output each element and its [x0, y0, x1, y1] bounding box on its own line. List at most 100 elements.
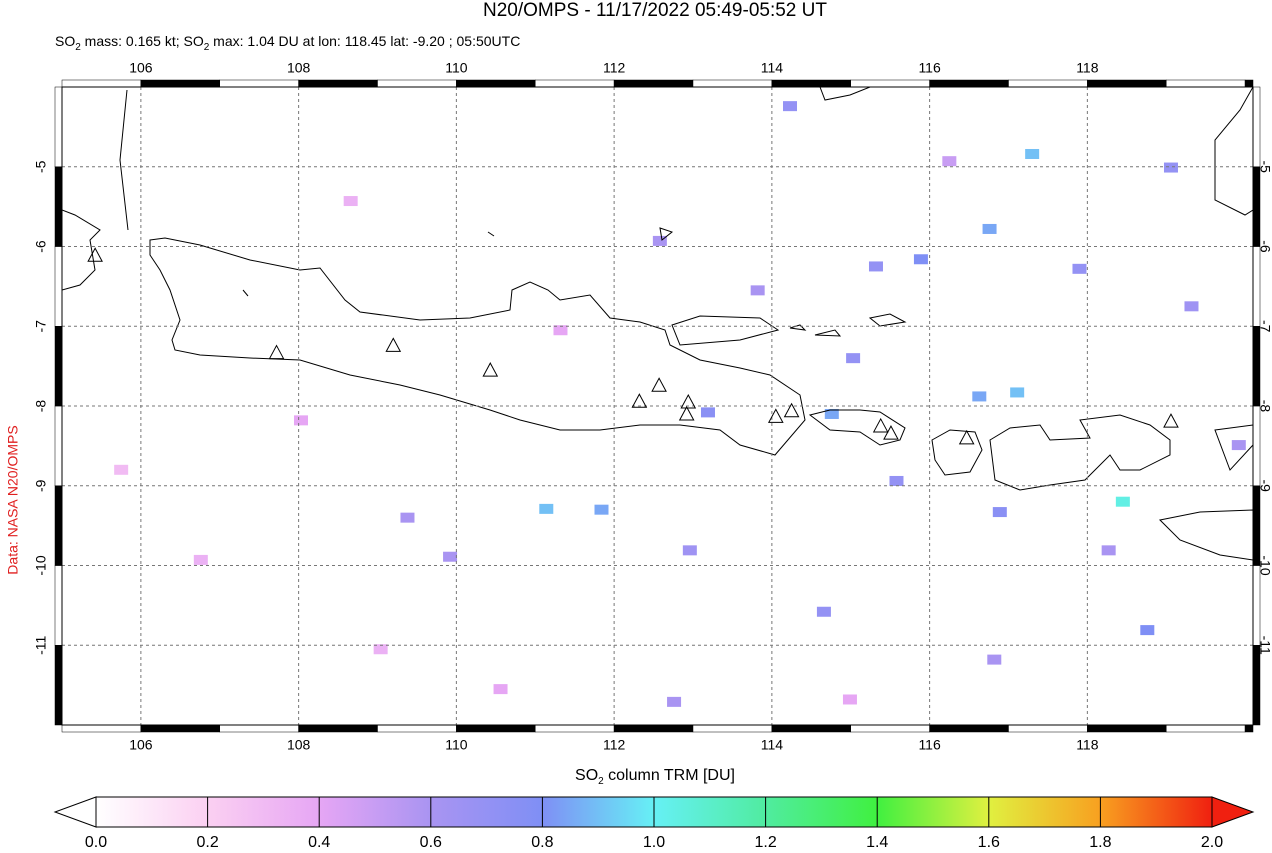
so2-cell: [846, 353, 861, 364]
y-tick-label: -11: [1257, 636, 1272, 655]
volcano: [680, 393, 697, 409]
colorbar-tick-label: 1.0: [643, 834, 665, 851]
so2-cell: [1140, 625, 1155, 636]
frame-bar: [54, 166, 63, 247]
x-tick-label: 118: [1076, 737, 1099, 753]
frame-bar: [1165, 724, 1246, 733]
frame-bar: [219, 724, 299, 733]
so2-cell: [553, 325, 568, 336]
frame-bar: [54, 246, 63, 327]
so2-cell: [1163, 162, 1178, 173]
axes: 106 106 108 108 110 110 112 112 114 114 116 116 118 1…: [33, 60, 1272, 753]
volcano: [631, 393, 648, 408]
so2-cell: [293, 415, 308, 426]
volcano: [767, 408, 784, 423]
so2-cell: [750, 285, 765, 296]
small-islands: [242, 227, 907, 337]
frame-bar: [456, 724, 536, 733]
volcano: [482, 362, 499, 377]
frame-bar: [1252, 166, 1261, 247]
x-tick-label: 106: [129, 737, 153, 753]
frame-bar: [61, 724, 142, 733]
so2-cell: [1025, 148, 1040, 159]
frame-bar: [534, 724, 615, 733]
frame-bar: [850, 79, 930, 88]
subscript: 2: [75, 42, 81, 53]
so2-cell: [539, 503, 554, 514]
credit: Data: NASA N20/OMPS: [5, 425, 21, 574]
y-tick-label: -10: [33, 555, 49, 575]
frame-bar: [1244, 79, 1254, 88]
frame-bar: [1244, 724, 1254, 733]
subtitle: SO2 mass: 0.165 kt; SO2 max: 1.04 DU at …: [55, 33, 520, 53]
sumatra: [62, 89, 129, 291]
frame-bar: [1165, 79, 1246, 88]
so2-cell: [1072, 263, 1087, 274]
flores: [1214, 424, 1253, 471]
so2-cell: [373, 644, 388, 655]
x-tick-label: 108: [287, 737, 311, 753]
so2-cell: [868, 261, 883, 272]
frame-bar: [850, 724, 930, 733]
so2-cell: [783, 101, 798, 112]
x-tick-label: 116: [918, 60, 941, 76]
frame-bar: [298, 79, 378, 88]
frame-bar: [54, 485, 63, 566]
so2-cell: [652, 235, 667, 246]
so2-cell: [193, 554, 208, 565]
y-tick-label: -6: [1257, 240, 1272, 253]
x-tick-label: 112: [603, 737, 626, 753]
frame-bar: [613, 79, 694, 88]
frame-bar: [219, 79, 299, 88]
colorbar-tick-label: 0.8: [531, 834, 553, 851]
sumba: [1158, 509, 1253, 561]
volcano: [783, 402, 800, 418]
x-tick-label: 114: [761, 60, 784, 76]
x-tick-label: 110: [445, 737, 468, 753]
frame-bar: [1087, 724, 1167, 733]
frame-bar: [534, 79, 615, 88]
chart-title: N20/OMPS - 11/17/2022 05:49-05:52 UT: [483, 0, 827, 21]
frame-bar: [1087, 79, 1167, 88]
frame-bar: [1252, 326, 1261, 407]
text-part: max: 1.04 DU at lon: 118.45 lat: -9.20 ;…: [209, 33, 520, 49]
volcano: [678, 405, 695, 421]
colorbar-low-arrow: [53, 796, 97, 828]
y-tick-label: -5: [1257, 161, 1272, 174]
frame-bar: [54, 86, 63, 167]
so2-cell: [942, 156, 957, 167]
colorbar-tick-label: 2.0: [1201, 834, 1223, 851]
colorbar-tick-label: 0.6: [420, 834, 442, 851]
so2-cell: [1115, 496, 1130, 507]
text-part: column TRM [DU]: [604, 767, 735, 784]
frame-bar: [298, 724, 378, 733]
frame-bar: [1252, 246, 1261, 327]
frame-bar: [692, 79, 773, 88]
x-tick-label: 112: [603, 60, 626, 76]
frame-bar: [1252, 86, 1261, 167]
so2-cell: [982, 223, 997, 234]
volcano: [385, 337, 402, 352]
so2-cell: [913, 254, 928, 265]
so2-cell: [493, 684, 508, 695]
so2-cell: [700, 407, 715, 418]
y-tick-label: -11: [33, 635, 49, 654]
text-part: SO: [55, 33, 75, 49]
volcano: [651, 377, 667, 392]
frame-bar: [929, 724, 1009, 733]
x-tick-label: 108: [287, 60, 311, 76]
colorbar-tick-label: 0.4: [308, 834, 330, 851]
text-part: SO: [575, 767, 598, 784]
volcano: [872, 417, 889, 433]
so2-cell: [889, 475, 904, 486]
frame-bar: [54, 645, 63, 726]
so2-cell: [400, 512, 415, 523]
x-tick-label: 110: [445, 60, 468, 76]
frame-bar: [613, 724, 694, 733]
frame-bar: [929, 79, 1009, 88]
subscript: 2: [598, 776, 604, 787]
so2-cell: [1184, 301, 1199, 312]
colorbar-label: SO2 column TRM [DU]: [575, 767, 735, 787]
y-tick-label: -5: [33, 160, 49, 173]
